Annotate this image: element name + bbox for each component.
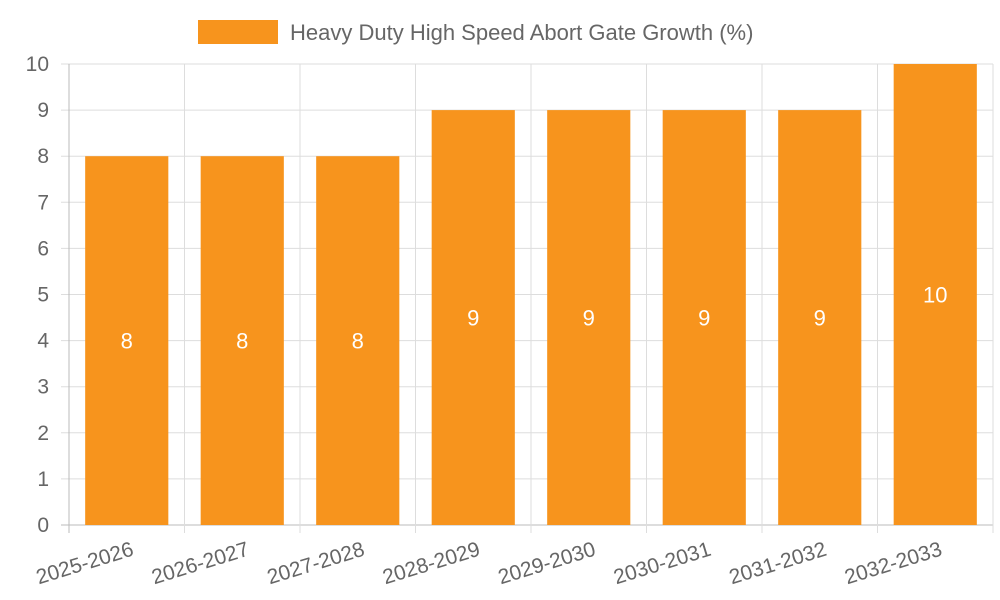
y-tick-label: 3 [37, 376, 49, 399]
legend-label[interactable]: Heavy Duty High Speed Abort Gate Growth … [290, 20, 753, 45]
legend[interactable]: Heavy Duty High Speed Abort Gate Growth … [198, 20, 753, 45]
bar-data-label: 9 [814, 306, 826, 331]
y-tick-label: 9 [37, 99, 49, 122]
x-tick-label: 2025-2026 [33, 538, 136, 589]
bar-data-label: 9 [698, 306, 710, 331]
bar[interactable] [547, 110, 631, 525]
x-tick-label: 2030-2031 [611, 538, 714, 589]
x-tick-label: 2029-2030 [495, 538, 598, 589]
bar[interactable] [893, 64, 977, 525]
x-tick-label: 2027-2028 [264, 538, 367, 589]
y-tick-label: 1 [37, 468, 49, 491]
y-tick-label: 8 [37, 145, 49, 168]
x-tick-label: 2032-2033 [842, 538, 945, 589]
bars: 8 8 8 9 9 9 9 10 [85, 64, 977, 525]
bar-data-label: 8 [236, 329, 248, 354]
y-tick-label: 4 [37, 330, 49, 353]
bar[interactable] [778, 110, 862, 525]
y-tick-label: 5 [37, 284, 49, 307]
x-tick-label: 2028-2029 [380, 538, 483, 589]
legend-swatch[interactable] [198, 20, 278, 44]
bar[interactable] [85, 156, 169, 525]
bar-data-label: 8 [121, 329, 133, 354]
y-tick-label: 6 [37, 237, 49, 260]
bar[interactable] [662, 110, 746, 525]
x-tick-label: 2026-2027 [149, 538, 252, 589]
x-tick-label: 2031-2032 [726, 538, 829, 589]
y-tick-label: 0 [37, 514, 49, 537]
bar-data-label: 9 [583, 306, 595, 331]
bar[interactable] [200, 156, 284, 525]
y-tick-label: 10 [26, 53, 49, 76]
bar-data-label: 9 [467, 306, 479, 331]
y-tick-label: 7 [37, 191, 49, 214]
bar-data-label: 10 [923, 283, 947, 308]
bar[interactable] [431, 110, 515, 525]
bar-data-label: 8 [352, 329, 364, 354]
y-tick-label: 2 [37, 422, 49, 445]
bar[interactable] [316, 156, 400, 525]
